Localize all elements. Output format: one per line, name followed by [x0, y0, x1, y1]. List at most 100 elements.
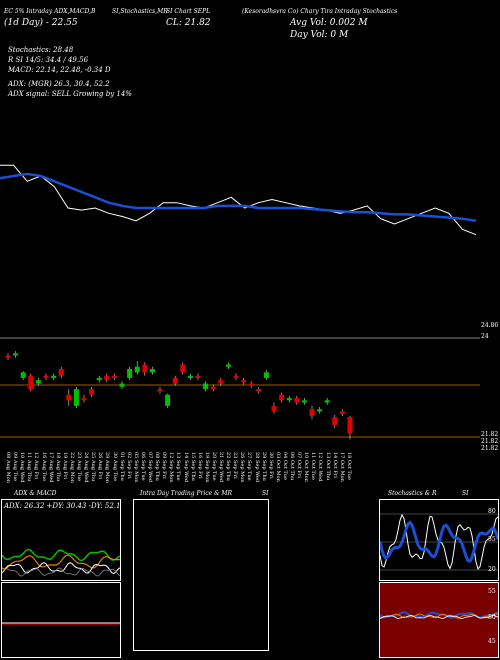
date-label: 04 Oct Tue — [281, 452, 288, 480]
date-label: 26 Aug Fri — [97, 452, 104, 480]
candle-up — [119, 383, 125, 387]
price-label-c: 21.82 — [481, 445, 499, 452]
candle-down — [339, 411, 345, 414]
header-line1d: (Kesoradhsvra Co) Chary Tira Intraday St… — [242, 8, 398, 15]
candle-up — [203, 383, 209, 390]
date-label: 16 Sep Fri — [196, 452, 203, 479]
candle-up — [301, 400, 307, 403]
price-label-b: 21.82 — [481, 438, 499, 445]
date-label: 28 Sep Wed — [253, 452, 260, 483]
date-label: 17 Oct Mon — [338, 452, 345, 482]
date-label: 12 Sep Mon — [168, 452, 175, 483]
adx-line-gray — [2, 567, 120, 577]
candle-down — [233, 375, 239, 378]
stoch-panel-title-b: SI — [462, 490, 469, 497]
date-label: 30 Aug Tue — [111, 452, 118, 482]
adx-readout: ADX: (MGR) 26.3, 30.4, 52.2 — [8, 80, 110, 88]
adx-panel-readout: ADX: 26.32 +DY: 30.43 -DY: 52.17 — [4, 502, 121, 510]
candle-up — [324, 400, 330, 403]
header-line1c: SI Chart SEPL — [166, 8, 211, 15]
stoch-readout: Stochastics: 28.48 — [8, 46, 74, 54]
date-label: 22 Sep Thu — [225, 452, 232, 481]
candle-down — [157, 389, 163, 392]
candle-down — [271, 405, 277, 412]
candle-down — [256, 389, 262, 392]
mrsi-line-blue — [380, 611, 498, 619]
candlestick-chart — [0, 351, 480, 440]
date-label: 08 Sep Thu — [154, 452, 161, 481]
intra-panel-title: Intra Day Trading Price & MR — [140, 490, 233, 497]
candle-up — [225, 364, 231, 367]
candle-up — [13, 353, 19, 356]
date-label: 07 Sep Wed — [147, 452, 153, 483]
candle-down — [180, 364, 186, 373]
candle-down — [347, 417, 353, 434]
candle-down — [218, 380, 224, 384]
date-label: 21 Sep Wed — [218, 452, 224, 483]
date-label: 16 Aug Tue — [40, 452, 47, 482]
date-label: 02 Sep Fri — [125, 452, 132, 479]
header-line2: (1d Day) - 22.55 — [4, 18, 78, 28]
mrsi-tick-55: 55 — [488, 588, 496, 595]
adx-signal: ADX signal: SELL Growing by 14% — [8, 90, 132, 98]
date-label: 09 Aug Tue — [12, 452, 19, 482]
adx-line-orange — [2, 554, 120, 570]
stoch-panel-title: Stochastics & R — [388, 490, 437, 497]
candle-down — [172, 377, 178, 384]
price-label-lower-top: 24 — [481, 333, 489, 340]
date-label: 15 Sep Thu — [189, 452, 196, 481]
stoch-tick-80: 80 — [488, 508, 496, 515]
date-label: 03 Oct Mon — [274, 452, 281, 482]
candle-up — [149, 369, 155, 373]
mrsi-tick-45: 45 — [488, 638, 496, 645]
date-label: 18 Aug Thu — [54, 452, 61, 482]
mrsi-tick-50: 50 — [488, 614, 496, 621]
date-label: 14 Sep Wed — [182, 452, 189, 483]
candle-up — [263, 372, 269, 378]
price-label-upper: 24.86 — [481, 322, 499, 329]
candle-down — [210, 386, 216, 390]
candle-down — [58, 369, 64, 376]
candle-up — [134, 366, 140, 373]
date-label: 24 Aug Wed — [83, 452, 90, 483]
date-label: 17 Aug Wed — [47, 452, 54, 483]
date-label: 11 Aug Thu — [26, 452, 33, 482]
candle-up — [187, 375, 193, 378]
candle-down — [279, 394, 285, 401]
header-line1: EC 5% Intraday ADX,MACD,B — [4, 8, 96, 15]
macd-lines — [2, 622, 120, 625]
date-label: 19 Sep Mon — [203, 452, 210, 483]
ma-line — [0, 172, 477, 223]
candle-up — [286, 398, 292, 401]
candle-down — [43, 375, 49, 378]
close-price: CL: 21.82 — [166, 18, 211, 28]
candle-up — [35, 380, 41, 384]
date-label: 01 Sep Thu — [118, 452, 125, 481]
candle-up — [96, 377, 102, 381]
adx-line-green — [2, 548, 120, 562]
date-label: 13 Oct Thu — [324, 452, 331, 481]
date-label: 10 Aug Wed — [19, 452, 26, 483]
mrsi-lines — [380, 611, 498, 620]
candle-down — [5, 355, 11, 358]
date-label: 27 Sep Tue — [246, 452, 253, 481]
date-label: 05 Sep Mon — [132, 452, 139, 483]
macd-panel — [1, 582, 121, 658]
candle-up — [20, 372, 26, 378]
date-label: 12 Aug Fri — [33, 452, 40, 480]
date-label: 29 Aug Mon — [104, 452, 111, 483]
intraday-panel — [133, 499, 269, 651]
candle-down — [28, 375, 34, 390]
candle-down — [89, 389, 95, 395]
date-label: 18 Oct Tue — [345, 452, 352, 480]
mrsi-line-white — [380, 614, 498, 620]
candle-up — [73, 389, 79, 406]
candle-down — [104, 375, 110, 381]
price-line — [0, 164, 477, 236]
candle-down — [81, 398, 87, 401]
date-label: 13 Sep Tue — [175, 452, 182, 481]
date-label: 23 Sep Fri — [232, 452, 239, 479]
adx-lines — [2, 548, 120, 577]
stoch-tick-55: 55 — [488, 536, 496, 543]
candle-up — [317, 409, 323, 412]
